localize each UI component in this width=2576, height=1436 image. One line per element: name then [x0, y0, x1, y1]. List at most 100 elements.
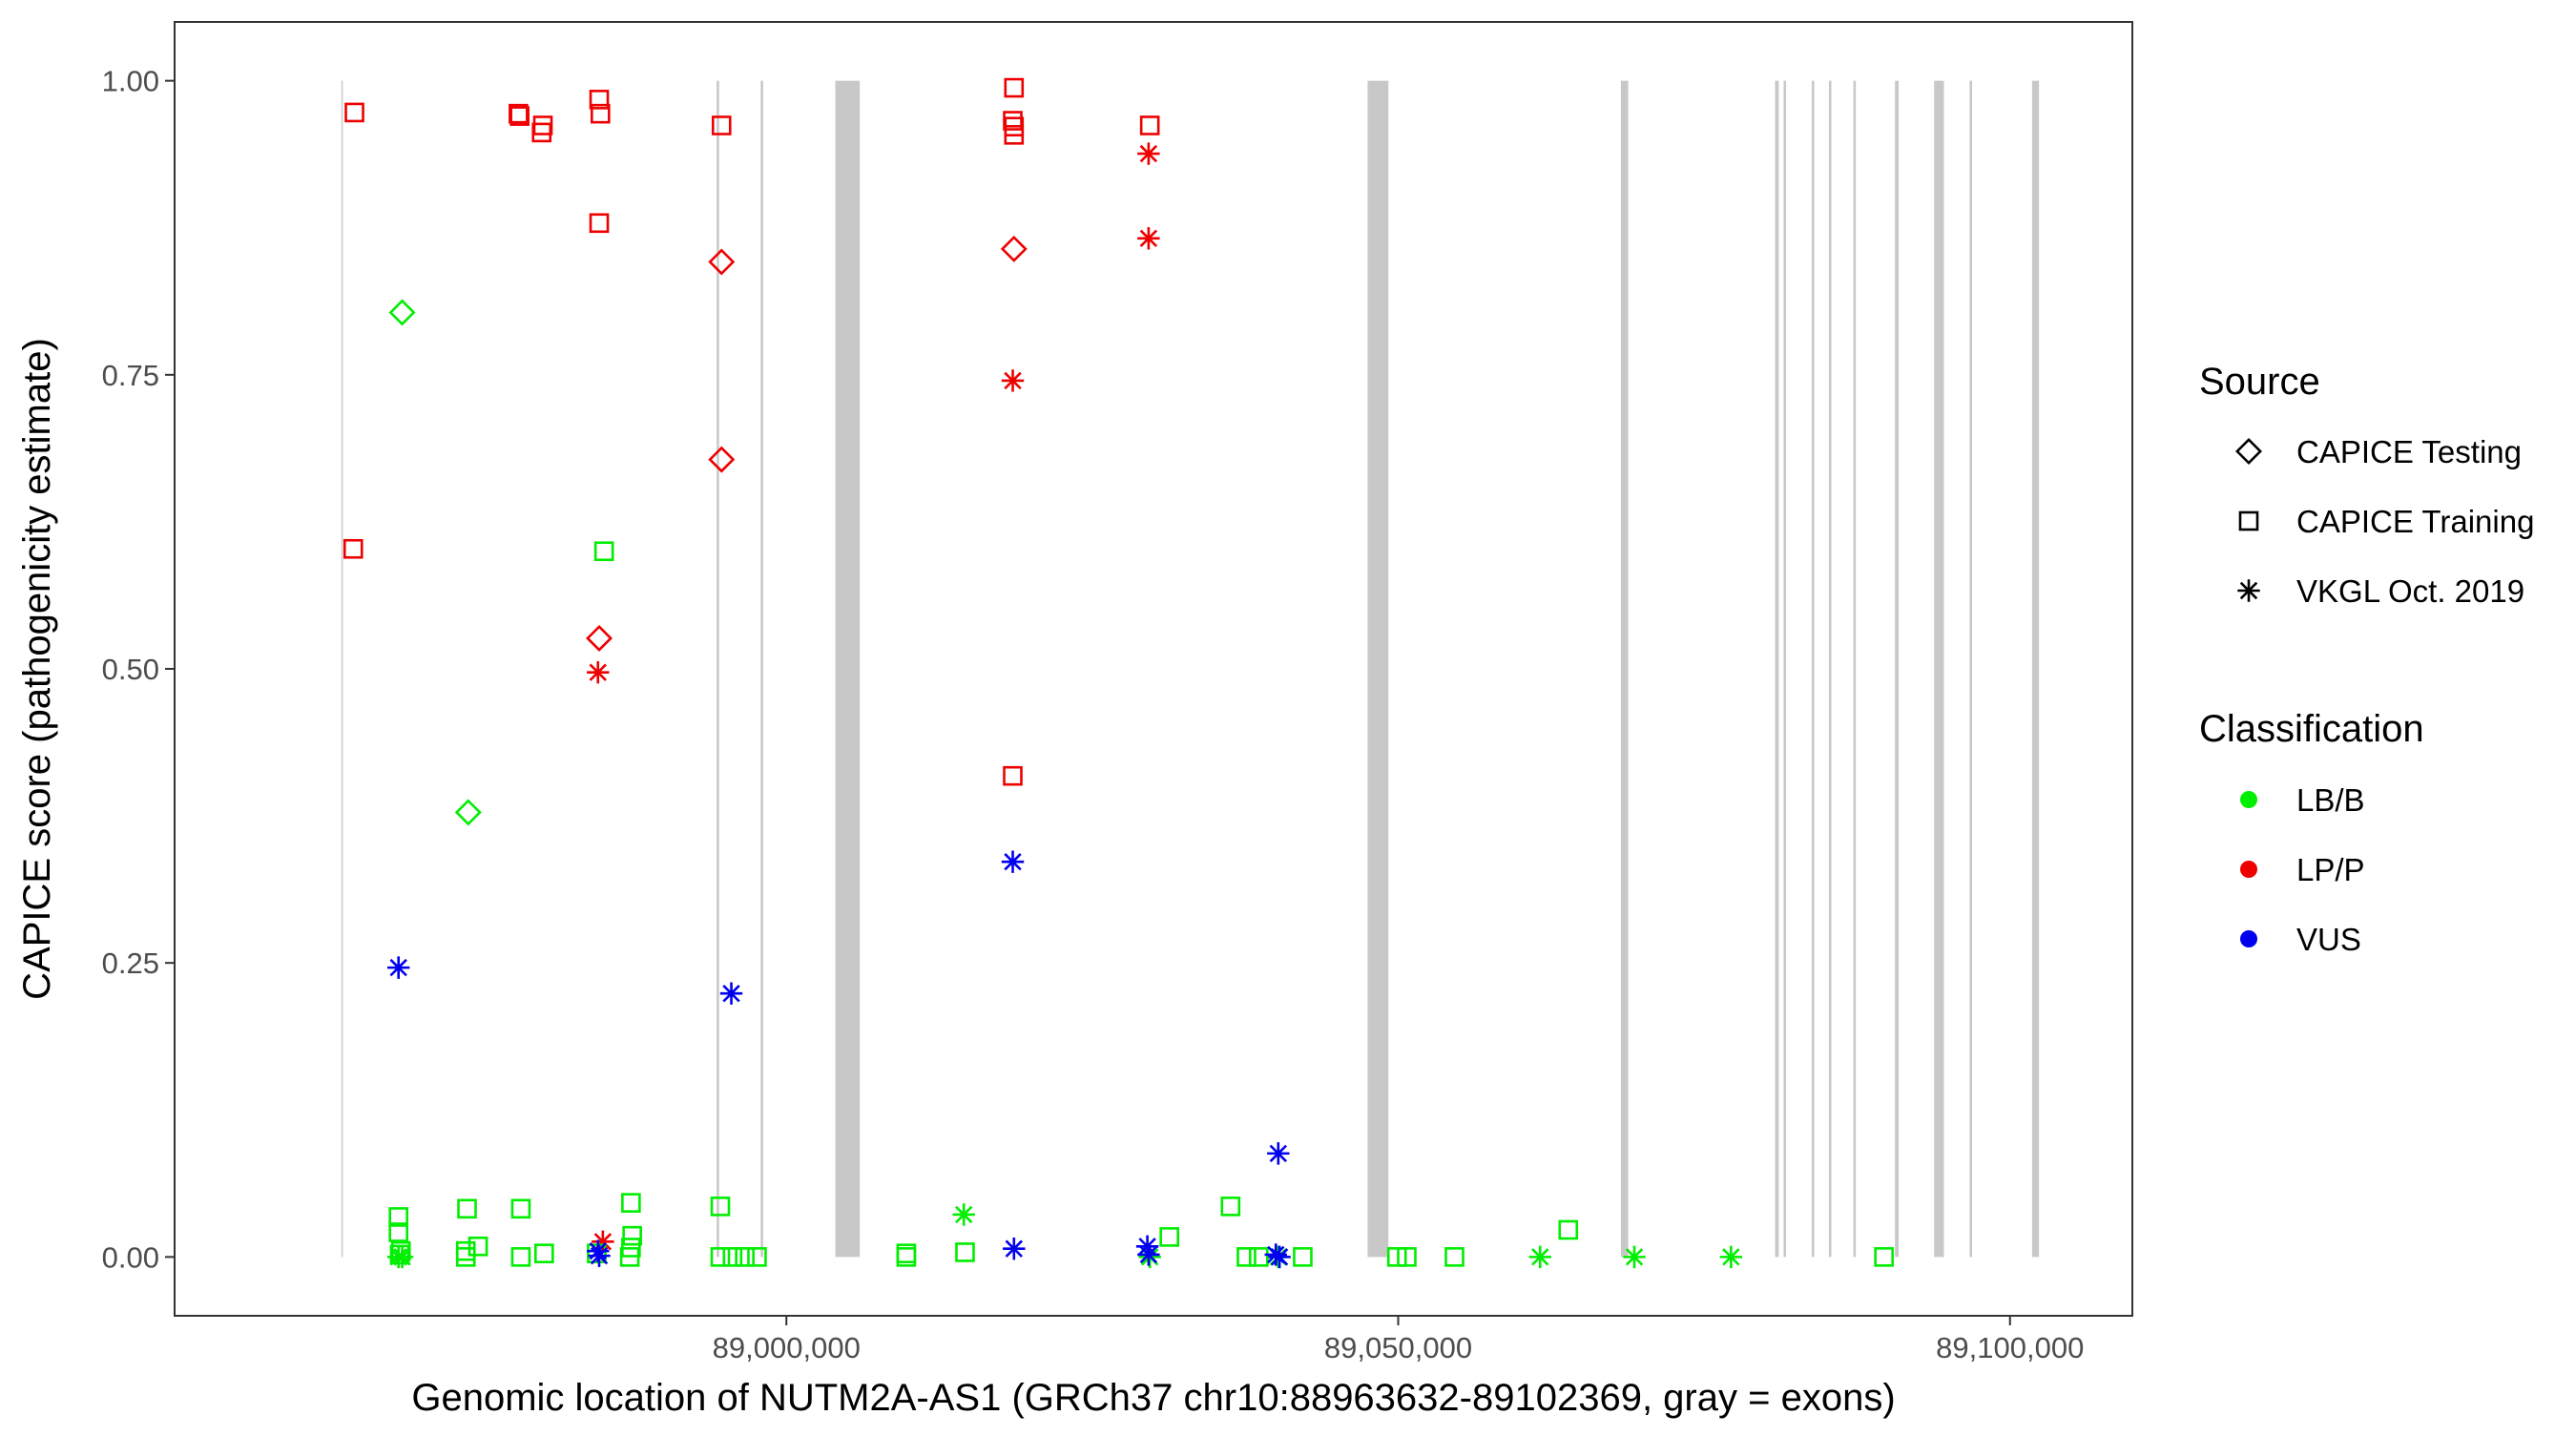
exon-band [1934, 80, 1944, 1258]
data-point-square [1220, 1197, 1241, 1217]
legend-item-diamond: CAPICE Testing [2235, 434, 2522, 469]
data-point-square [1397, 1247, 1417, 1267]
data-point-square [343, 538, 364, 559]
data-point-asterisk [1003, 1238, 1026, 1260]
exon-band [760, 80, 763, 1258]
x-tick-label: 89,000,000 [713, 1331, 861, 1364]
legend-item-asterisk: VKGL Oct. 2019 [2237, 573, 2524, 609]
data-point-asterisk [1719, 1245, 1743, 1269]
data-point-square [747, 1247, 767, 1267]
exon-band [1969, 80, 1972, 1258]
data-point-diamond [388, 299, 416, 326]
y-tick-label: 0.75 [102, 359, 159, 392]
exon-band [1783, 80, 1787, 1258]
data-point-square [722, 1247, 743, 1267]
data-points [343, 77, 1894, 1269]
data-point-square [1248, 1247, 1269, 1267]
data-point-square [619, 1247, 640, 1267]
data-point-square [1236, 1247, 1257, 1267]
data-point-square [710, 1197, 731, 1217]
legend-diamond-icon [2235, 438, 2262, 465]
data-point-square [457, 1198, 477, 1219]
data-point-square [621, 1193, 641, 1213]
data-point-square [510, 1247, 531, 1267]
data-point-square [388, 1207, 408, 1227]
data-point-asterisk [1137, 1243, 1160, 1266]
legend-item-square: CAPICE Training [2238, 504, 2534, 539]
y-tick-label: 0.50 [102, 653, 159, 686]
data-point-asterisk [1528, 1245, 1551, 1269]
data-point-square [955, 1242, 975, 1262]
y-tick-label: 0.25 [102, 947, 159, 980]
legend-label: VUS [2296, 922, 2361, 957]
data-point-square [593, 541, 614, 562]
data-point-asterisk [719, 982, 743, 1005]
data-point-asterisk [386, 956, 410, 979]
x-tick-label: 89,050,000 [1324, 1331, 1472, 1364]
legend-label: CAPICE Training [2296, 504, 2534, 539]
legend-color-title: Classification [2199, 708, 2424, 750]
legend-label: LB/B [2296, 782, 2365, 818]
x-axis-title: Genomic location of NUTM2A-AS1 (GRCh37 c… [411, 1377, 1895, 1419]
data-point-square [344, 102, 364, 123]
data-point-asterisk [1137, 227, 1160, 250]
data-point-square [1139, 115, 1160, 135]
legend-item-lp-p: LP/P [2240, 852, 2365, 887]
data-point-square [388, 1222, 408, 1242]
legend-shape-items: CAPICE Testing CAPICE Training VKGL Oct. 2… [2235, 434, 2534, 609]
legend-color-dot-icon [2240, 861, 2257, 878]
data-point-diamond [708, 248, 736, 276]
data-point-asterisk [1268, 1245, 1291, 1269]
data-point-square [589, 213, 610, 234]
data-point-square [1159, 1227, 1179, 1247]
data-point-square [1874, 1247, 1894, 1267]
exon-band [1811, 80, 1815, 1258]
data-point-asterisk [952, 1203, 975, 1226]
exon-band [341, 80, 343, 1258]
legend-asterisk-icon [2237, 579, 2260, 602]
data-point-square [510, 1198, 531, 1219]
data-point-square [1004, 77, 1025, 98]
exon-band [1895, 80, 1900, 1258]
y-tick-label: 0.00 [102, 1240, 159, 1274]
data-point-square [735, 1247, 755, 1267]
x-tick-label: 89,100,000 [1936, 1331, 2084, 1364]
data-point-asterisk [1267, 1142, 1290, 1165]
data-point-square [1444, 1247, 1465, 1267]
data-point-asterisk [1001, 369, 1025, 392]
legend-label: CAPICE Testing [2296, 434, 2522, 469]
data-point-square [1558, 1219, 1579, 1240]
series-lb-b [386, 299, 1894, 1269]
exon-band [1367, 80, 1389, 1258]
data-point-diamond [586, 624, 613, 652]
data-point-diamond [1000, 235, 1028, 262]
data-point-square [711, 115, 732, 135]
data-point-square [509, 106, 530, 126]
data-point-square [534, 1243, 554, 1263]
data-point-square [622, 1225, 642, 1246]
data-point-asterisk [587, 660, 610, 684]
y-axis-title: CAPICE score (pathogenicity estimate) [16, 338, 58, 1000]
legend-color-items: LB/B LP/P VUS [2240, 782, 2365, 957]
exon-band [835, 80, 861, 1258]
series-vus [386, 850, 1291, 1269]
data-point-square [455, 1240, 476, 1261]
data-point-square [531, 122, 552, 143]
plot-panel-border [174, 21, 2133, 1317]
data-point-diamond [708, 446, 736, 473]
data-point-square [1004, 125, 1025, 145]
data-point-square [1293, 1247, 1313, 1267]
data-point-asterisk [390, 1245, 414, 1269]
exon-band [2031, 80, 2040, 1258]
exon-bands [341, 80, 2040, 1258]
data-point-square [455, 1247, 476, 1267]
exon-band [1620, 80, 1629, 1258]
data-point-square [896, 1247, 917, 1267]
data-point-square [467, 1236, 488, 1257]
data-point-diamond [454, 799, 482, 826]
data-point-asterisk [1137, 142, 1160, 165]
legend: Source CAPICE Testing CAPICE Training VKGL… [2199, 361, 2534, 957]
exon-band [1775, 80, 1779, 1258]
